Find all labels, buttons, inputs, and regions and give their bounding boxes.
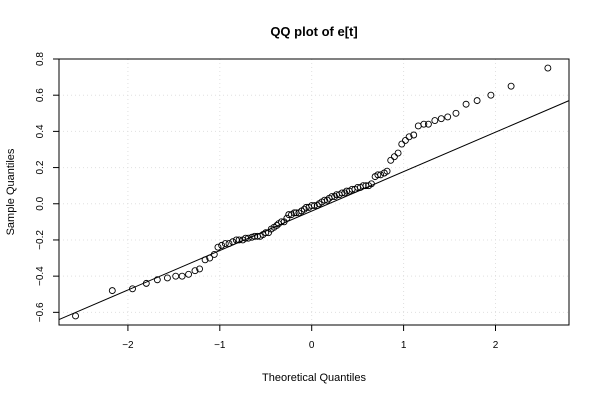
data-point bbox=[507, 82, 515, 90]
data-point bbox=[251, 232, 259, 240]
data-point bbox=[321, 196, 329, 204]
data-point bbox=[420, 120, 428, 128]
x-tick-label: −2 bbox=[122, 340, 134, 351]
data-point bbox=[129, 285, 136, 293]
data-point bbox=[338, 189, 346, 197]
data-point bbox=[473, 97, 481, 105]
y-tick-label: −0.4 bbox=[35, 266, 46, 286]
data-point bbox=[277, 218, 285, 226]
y-tick-label: 0.8 bbox=[35, 52, 46, 66]
y-tick-label: 0.6 bbox=[35, 88, 46, 102]
data-point bbox=[331, 193, 339, 200]
x-axis-label: Theoretical Quantiles bbox=[262, 372, 366, 384]
y-tick-label: 0.4 bbox=[35, 124, 46, 138]
data-point bbox=[374, 171, 382, 179]
plot-frame bbox=[58, 58, 570, 326]
data-point bbox=[210, 250, 218, 258]
data-point bbox=[437, 115, 445, 123]
y-axis-label: Sample Quantiles bbox=[5, 148, 17, 235]
data-point bbox=[398, 140, 406, 148]
data-point bbox=[300, 205, 308, 213]
data-point bbox=[262, 229, 270, 237]
y-tick-label: 0.2 bbox=[35, 160, 46, 174]
data-point bbox=[153, 276, 161, 284]
data-point bbox=[142, 279, 150, 287]
data-point bbox=[328, 193, 336, 200]
x-tick-label: 0 bbox=[309, 340, 315, 351]
qq-line bbox=[58, 100, 570, 321]
x-axis: −2 −1 0 1 2 bbox=[122, 325, 499, 351]
data-point bbox=[444, 113, 452, 121]
data-point bbox=[359, 182, 367, 190]
y-tick-label: 0.0 bbox=[35, 196, 46, 210]
reference-line bbox=[58, 100, 570, 321]
data-point bbox=[191, 267, 199, 275]
data-point bbox=[394, 149, 402, 157]
data-point bbox=[383, 167, 391, 175]
data-point bbox=[487, 91, 495, 99]
data-point bbox=[431, 117, 439, 124]
data-point bbox=[273, 222, 281, 229]
data-point bbox=[225, 240, 233, 248]
data-point bbox=[218, 241, 226, 249]
data-point bbox=[163, 274, 171, 282]
data-point bbox=[290, 209, 298, 217]
data-point bbox=[452, 109, 460, 117]
data-point bbox=[401, 136, 409, 144]
data-point bbox=[229, 238, 237, 246]
data-point bbox=[390, 153, 398, 161]
data-point bbox=[323, 196, 331, 204]
data-point bbox=[544, 64, 552, 72]
data-point bbox=[221, 240, 229, 248]
data-point bbox=[283, 214, 291, 222]
data-point bbox=[462, 100, 470, 108]
data-point bbox=[313, 202, 321, 210]
data-point bbox=[308, 202, 316, 210]
data-point bbox=[341, 189, 349, 197]
grid bbox=[59, 58, 569, 325]
data-point bbox=[206, 254, 214, 262]
data-point bbox=[235, 236, 243, 244]
x-tick-label: 1 bbox=[401, 340, 407, 351]
y-tick-label: −0.6 bbox=[35, 302, 46, 322]
data-point bbox=[72, 312, 79, 320]
data-point bbox=[387, 156, 395, 164]
x-tick-label: 2 bbox=[493, 340, 499, 351]
data-point bbox=[377, 171, 385, 179]
data-point bbox=[242, 234, 249, 242]
x-tick-label: −1 bbox=[214, 340, 226, 351]
data-point bbox=[214, 243, 222, 251]
data-point bbox=[108, 287, 116, 295]
data-point bbox=[410, 131, 418, 139]
chart-title: QQ plot of e[t] bbox=[270, 24, 357, 39]
data-point bbox=[405, 133, 413, 141]
data-point bbox=[201, 256, 209, 264]
data-point bbox=[311, 202, 318, 210]
data-point bbox=[367, 180, 375, 188]
data-point bbox=[185, 270, 193, 278]
data-point bbox=[424, 120, 432, 128]
y-tick-label: −0.2 bbox=[35, 230, 46, 250]
data-point bbox=[196, 265, 204, 273]
data-points bbox=[72, 64, 552, 320]
y-axis: −0.6 −0.4 −0.2 0.0 0.2 0.4 0.6 0.8 bbox=[35, 52, 59, 322]
data-point bbox=[244, 234, 252, 242]
data-point bbox=[178, 272, 186, 280]
